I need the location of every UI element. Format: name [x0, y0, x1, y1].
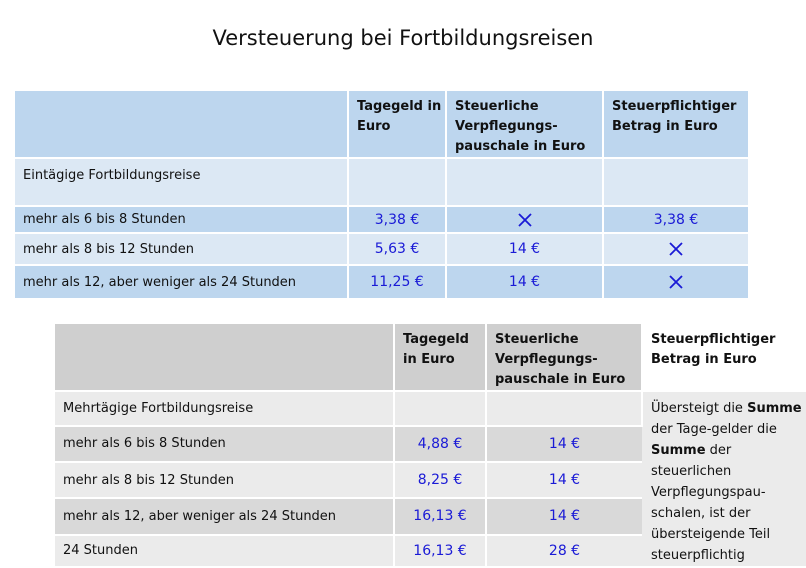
header-betrag: Steuerpflichtiger Betrag in Euro — [642, 324, 806, 392]
section-label: Mehrtägige Fortbildungsreise — [55, 391, 395, 427]
row-label: mehr als 12, aber weniger als 24 Stunden — [15, 265, 349, 300]
table-mehrtaegig: Tagegeld in Euro Steuerliche Verpflegung… — [55, 324, 806, 568]
table-header-row: Tagegeld in Euro Steuerliche Verpflegung… — [15, 91, 748, 159]
header-betrag: Steuerpflichtiger Betrag in Euro — [603, 91, 748, 159]
tagegeld-value: 3,38 € — [348, 206, 447, 234]
tagegeld-value: 5,63 € — [348, 233, 447, 266]
pauschale-value: 14 € — [446, 265, 604, 300]
row-label: mehr als 8 bis 12 Stunden — [15, 233, 349, 266]
table-eintaegig: Tagegeld in Euro Steuerliche Verpflegung… — [15, 91, 748, 300]
note-bold: Summe — [747, 401, 802, 416]
header-tagegeld: Tagegeld in Euro — [394, 324, 487, 392]
note-cell: Übersteigt die Summe der Tage-gelder die… — [642, 391, 806, 568]
row-label: mehr als 6 bis 8 Stunden — [15, 206, 349, 234]
betrag-value — [603, 265, 748, 300]
cross-icon — [668, 241, 684, 257]
note-text: der Tage-gelder die — [651, 422, 777, 437]
pauschale-value: 14 € — [486, 425, 642, 464]
cross-icon — [668, 274, 684, 290]
header-pauschale: Steuerliche Verpflegungs-pauschale in Eu… — [486, 324, 643, 392]
betrag-value — [603, 233, 748, 266]
row-label: mehr als 8 bis 12 Stunden — [55, 462, 395, 499]
table-row: mehr als 12, aber weniger als 24 Stunden… — [55, 497, 806, 536]
note-text: der steuerlichen Verpflegungspau-schalen… — [651, 443, 771, 563]
pauschale-value: 14 € — [486, 497, 642, 536]
cross-icon — [517, 212, 533, 228]
table-row: mehr als 6 bis 8 Stunden 4,88 € 14 € — [55, 425, 806, 464]
section-label: Eintägige Fortbildungsreise — [15, 158, 349, 207]
tagegeld-value: 16,13 € — [394, 534, 487, 568]
header-pauschale: Steuerliche Verpflegungs-pauschale in Eu… — [446, 91, 604, 159]
row-label: mehr als 6 bis 8 Stunden — [55, 425, 395, 464]
note-bold: Summe — [651, 443, 706, 458]
table-row: mehr als 6 bis 8 Stunden 3,38 € 3,38 € — [15, 206, 748, 234]
betrag-value: 3,38 € — [603, 206, 748, 234]
table-row: mehr als 12, aber weniger als 24 Stunden… — [15, 265, 748, 300]
table-header-row: Tagegeld in Euro Steuerliche Verpflegung… — [55, 324, 806, 392]
header-empty — [15, 91, 349, 159]
pauschale-value: 14 € — [486, 462, 642, 499]
header-empty — [55, 324, 395, 392]
tagegeld-value: 16,13 € — [394, 497, 487, 536]
row-label: 24 Stunden — [55, 534, 395, 568]
table-section-row: Eintägige Fortbildungsreise — [15, 158, 748, 207]
table-row: mehr als 8 bis 12 Stunden 8,25 € 14 € — [55, 462, 806, 499]
pauschale-value: 14 € — [446, 233, 604, 266]
table-section-row: Mehrtägige Fortbildungsreise Übersteigt … — [55, 391, 806, 568]
note-text: Übersteigt die — [651, 401, 743, 416]
tagegeld-value: 11,25 € — [348, 265, 447, 300]
header-tagegeld: Tagegeld in Euro — [348, 91, 447, 159]
pauschale-value — [446, 206, 604, 234]
tagegeld-value: 8,25 € — [394, 462, 487, 499]
row-label: mehr als 12, aber weniger als 24 Stunden — [55, 497, 395, 536]
tagegeld-value: 4,88 € — [394, 425, 487, 464]
page-title: Versteuerung bei Fortbildungsreisen — [212, 26, 594, 50]
pauschale-value: 28 € — [486, 534, 642, 568]
table-row: mehr als 8 bis 12 Stunden 5,63 € 14 € — [15, 233, 748, 266]
